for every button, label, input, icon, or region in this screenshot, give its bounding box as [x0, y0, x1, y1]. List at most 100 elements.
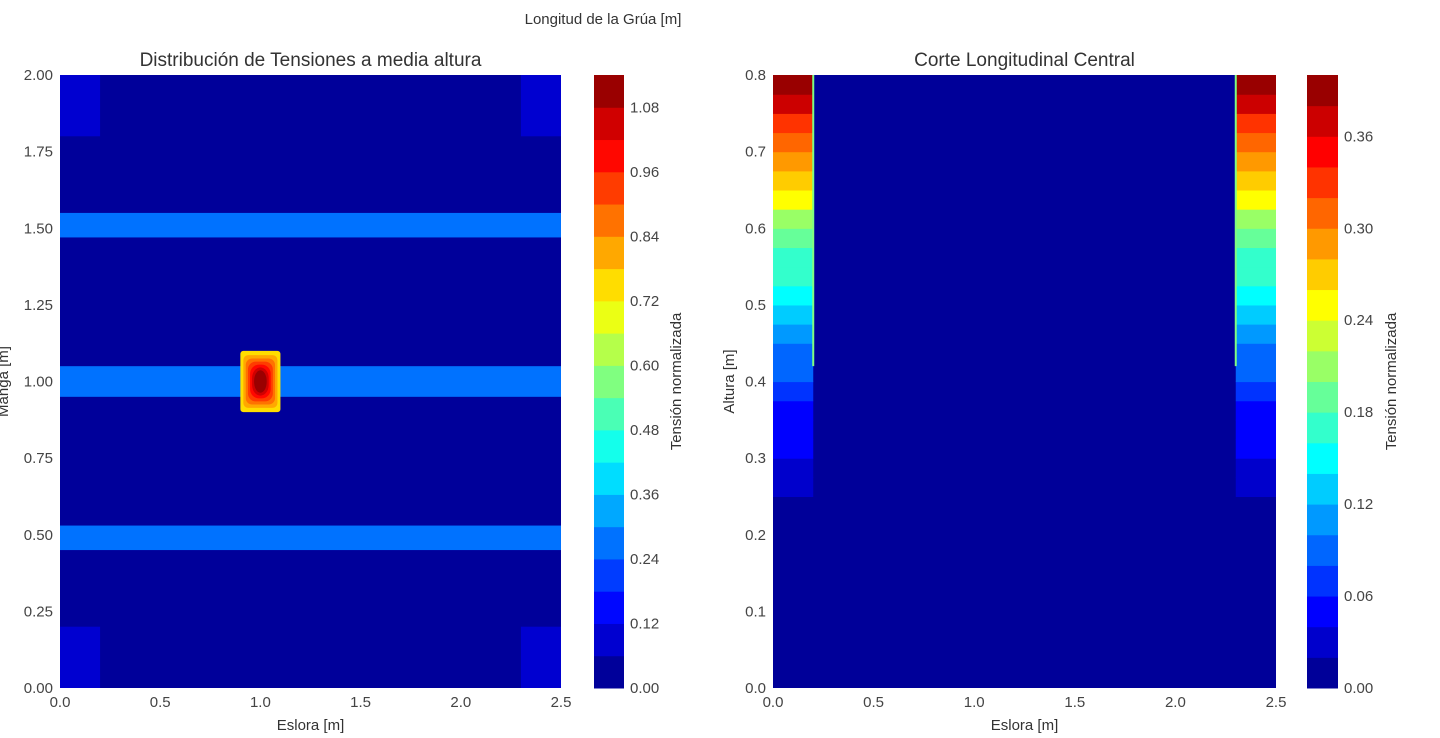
chart-0-region-corner-bottom-right [520, 626, 561, 688]
chart-1-colorbar-segment [1307, 381, 1338, 413]
chart-1-wall-cell [773, 419, 814, 440]
chart-1-wall-cell [773, 400, 814, 421]
chart-0-region-corner-top-left [60, 75, 101, 137]
chart-1-wall-cell [1235, 170, 1276, 191]
chart-0-region-band-y-0.5 [60, 525, 561, 551]
chart-1-wall-cell [1235, 400, 1276, 421]
chart-1-wall-cell [773, 132, 814, 153]
chart-1-colorbar-tick-label: 0.00 [1344, 680, 1373, 697]
chart-0-region-corner-top-right [520, 75, 561, 137]
chart-1-wall-cell [1235, 324, 1276, 344]
chart-1-colorbar-tick-label: 0.12 [1344, 496, 1373, 513]
chart-0-colorbar-tick-label: 0.12 [630, 615, 659, 632]
chart-1-left-wall [773, 75, 815, 498]
chart-0-colorbar-tick-label: 0.60 [630, 357, 659, 374]
chart-1-wall-cell [773, 247, 814, 268]
chart-1-colorbar-segment [1307, 105, 1338, 137]
chart-1-wall-cell [1235, 209, 1276, 229]
chart-1-wall-cell [773, 170, 814, 191]
chart-1-wall-cell [773, 381, 814, 402]
chart-0-colorbar-segment [594, 655, 624, 689]
chart-0-colorbar-segment [594, 558, 624, 592]
chart-0-colorbar-tick-label: 0.24 [630, 551, 659, 568]
chart-1-wall-cell [773, 438, 814, 459]
chart-0-colorbar-segment [594, 268, 624, 302]
chart-1-colorbar-segment [1307, 657, 1338, 689]
chart-1-colorbar-segment [1307, 197, 1338, 229]
chart-1-wall-cell [1235, 458, 1276, 478]
chart-1-y-tick-label: 0.8 [745, 67, 766, 84]
chart-1-y-tick-label: 0.2 [745, 527, 766, 544]
chart-1-wall-cell [1235, 75, 1276, 95]
chart-1-colorbar-segment [1307, 626, 1338, 658]
chart-0-x-tick-label: 0.0 [50, 694, 71, 711]
chart-0-colorbar-tick-label: 0.72 [630, 293, 659, 310]
chart-0-colorbar-segment [594, 591, 624, 624]
chart-1-wall-cell [773, 228, 814, 249]
chart-0-x-tick-label: 2.5 [551, 694, 572, 711]
chart-1-wall-cell [1235, 132, 1276, 153]
chart-1-wall-cell [773, 362, 814, 383]
chart-0-colorbar-segment [594, 623, 624, 657]
chart-1-wall-cell [773, 285, 814, 306]
chart-1-wall-cell [1235, 189, 1276, 210]
chart-1-wall-cell [1235, 419, 1276, 440]
figure-suptitle: Longitud de la Grúa [m] [525, 11, 682, 28]
chart-0-y-tick-label: 0.25 [24, 603, 53, 620]
chart-1-wall-cell [1235, 228, 1276, 249]
chart-1-x-tick-label: 0.0 [763, 694, 784, 711]
chart-1-colorbar-segment [1307, 412, 1338, 444]
chart-1-y-tick-label: 0.0 [745, 680, 766, 697]
chart-1-wall-cell [773, 324, 814, 344]
chart-1-colorbar-tick-label: 0.24 [1344, 312, 1373, 329]
chart-1-x-tick-label: 2.5 [1266, 694, 1287, 711]
chart-0-region-band-y-1.0 [60, 366, 561, 397]
chart-1-colorbar-segment [1307, 320, 1338, 352]
chart-0-colorbar-tick-label: 0.48 [630, 422, 659, 439]
chart-1-wall-cell [773, 113, 814, 134]
chart-1-wall-cell [1235, 151, 1276, 172]
chart-1-x-tick-label: 2.0 [1165, 694, 1186, 711]
chart-0-colorbar-label: Tensión normalizada [668, 312, 685, 450]
chart-1-wall-cell [1235, 94, 1276, 114]
chart-0-y-tick-label: 0.75 [24, 450, 53, 467]
chart-1-colorbar-segment [1307, 75, 1338, 107]
chart-1-colorbar-segment [1307, 565, 1338, 597]
chart-1-colorbar-segment [1307, 534, 1338, 566]
chart-0-y-tick-label: 2.00 [24, 67, 53, 84]
chart-0-x-tick-label: 2.0 [450, 694, 471, 711]
chart-1-colorbar-segment [1307, 596, 1338, 628]
chart-0-colorbar-segment [594, 300, 624, 334]
chart-0-y-tick-label: 1.50 [24, 220, 53, 237]
chart-0-colorbar-segment [594, 333, 624, 366]
chart-0-title: Distribución de Tensiones a media altura [140, 50, 482, 71]
chart-1-y-tick-label: 0.3 [745, 450, 766, 467]
chart-0-x-tick-label: 0.5 [150, 694, 171, 711]
chart-0-colorbar-tick-label: 1.08 [630, 99, 659, 116]
chart-0-colorbar-tick-label: 0.00 [630, 680, 659, 697]
chart-1-wall-cell [1235, 381, 1276, 402]
chart-0-y-tick-label: 1.75 [24, 144, 53, 161]
chart-1-y-tick-label: 0.5 [745, 297, 766, 314]
chart-1-colorbar-tick-label: 0.06 [1344, 588, 1373, 605]
chart-1-plot-area [773, 75, 1276, 688]
chart-1-y-tick-label: 0.6 [745, 220, 766, 237]
chart-0-colorbar-segment [594, 204, 624, 237]
chart-0-y-tick-label: 0.50 [24, 527, 53, 544]
chart-1-x-axis-label: Eslora [m] [991, 717, 1059, 734]
chart-0-plot-area [60, 75, 561, 688]
chart-0-colorbar-segment [594, 171, 624, 205]
chart-1-x-tick-label: 1.0 [964, 694, 985, 711]
chart-1-wall-cell [1235, 477, 1276, 498]
chart-0-y-tick-label: 0.00 [24, 680, 53, 697]
chart-1-wall-cell [773, 304, 814, 325]
chart-1-colorbar-segment [1307, 228, 1338, 260]
longitudinal-section-chart: Corte Longitudinal Central 0.0 0.5 1.0 1.5 2.… [721, 50, 1400, 734]
chart-1-background-cell [773, 75, 1276, 688]
chart-0-colorbar-tick-label: 0.36 [630, 486, 659, 503]
chart-1-wall-cell [1235, 438, 1276, 459]
chart-1-y-tick-label: 0.1 [745, 603, 766, 620]
chart-0-x-axis-label: Eslora [m] [277, 717, 345, 734]
chart-1-wall-cell [1235, 285, 1276, 306]
